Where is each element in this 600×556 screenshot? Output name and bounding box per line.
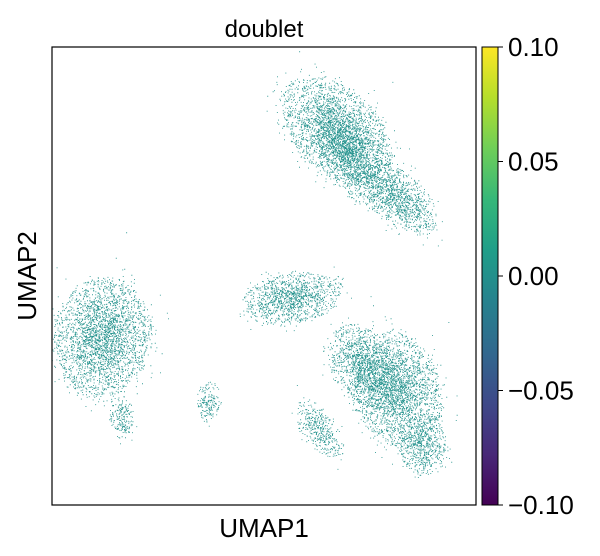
colorbar <box>481 46 499 506</box>
x-axis-label: UMAP1 <box>219 513 309 543</box>
scatter-point-cluster <box>266 51 412 196</box>
colorbar-ticks: 0.10 0.05 0.00 −0.05 −0.10 <box>498 32 574 520</box>
scatter-points <box>52 51 458 478</box>
scatter-point-cluster <box>392 414 453 478</box>
chart-title: doublet <box>225 16 304 43</box>
scatter-point-cluster <box>239 270 372 332</box>
scatter-point-cluster <box>291 385 345 470</box>
scatter-point-cluster <box>340 305 458 459</box>
colorbar-tick-label: −0.10 <box>508 490 574 520</box>
y-axis-label: UMAP2 <box>12 231 42 321</box>
scatter-point-cluster <box>357 145 443 247</box>
scatter-point-cluster <box>333 266 352 299</box>
scatter-point-cluster <box>52 232 169 412</box>
scatter-point-cluster <box>322 317 411 431</box>
colorbar-tick-label: −0.05 <box>508 376 574 406</box>
colorbar-tick-label: 0.05 <box>508 147 559 177</box>
scatter-point-cluster <box>197 381 222 427</box>
plot-frame <box>51 46 477 506</box>
colorbar-tick-label: 0.00 <box>508 261 559 291</box>
colorbar-tick-label: 0.10 <box>508 32 559 62</box>
scatter-point-cluster <box>109 386 138 445</box>
